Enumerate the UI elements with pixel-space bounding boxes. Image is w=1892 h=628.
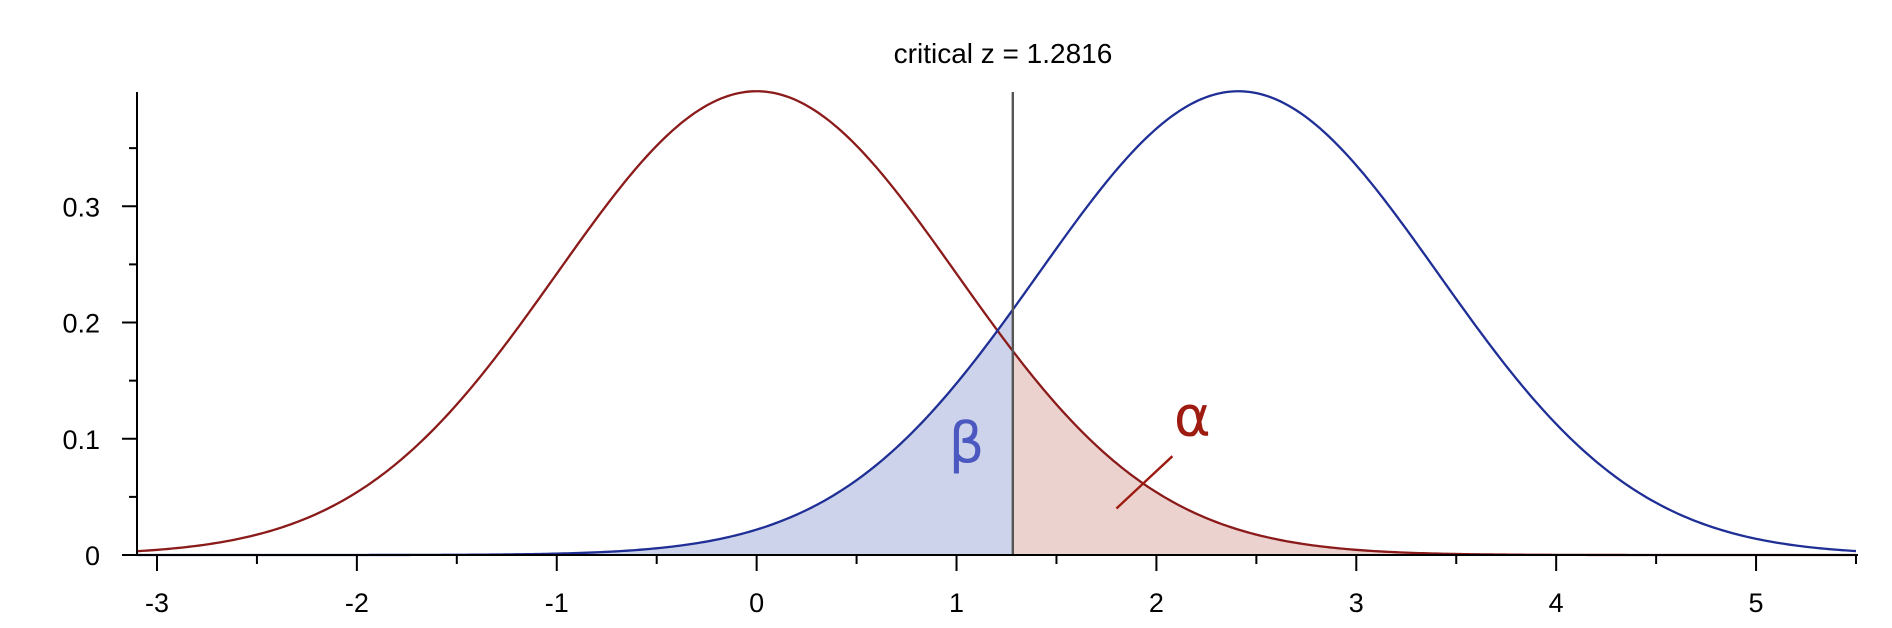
x-tick-labels: -3 -2 -1 0 1 2 3 4 5 (145, 588, 1764, 618)
critical-z-label: critical z = 1.2816 (894, 38, 1113, 69)
x-tick-label: -1 (545, 588, 569, 618)
alpha-label: α (1174, 384, 1211, 449)
beta-label: β (949, 411, 985, 476)
x-tick-label: 0 (749, 588, 764, 618)
x-tick-label: 1 (949, 588, 964, 618)
x-tick-label: 5 (1749, 588, 1764, 618)
y-major-ticks (122, 205, 137, 556)
x-tick-label: 4 (1549, 588, 1564, 618)
beta-shaded-region (137, 309, 1013, 555)
y-tick-label: 0 (85, 541, 100, 571)
x-major-ticks (155, 555, 1758, 571)
y-tick-label: 0.2 (62, 309, 100, 339)
y-tick-labels: 0 0.1 0.2 0.3 (62, 192, 100, 571)
x-tick-label: 2 (1149, 588, 1164, 618)
x-tick-label: -2 (345, 588, 369, 618)
x-tick-label: 3 (1349, 588, 1364, 618)
y-tick-label: 0.1 (62, 425, 100, 455)
y-minor-ticks (129, 147, 137, 498)
alpha-leader-line (1115, 455, 1174, 510)
y-tick-label: 0.3 (62, 192, 100, 222)
x-minor-ticks (255, 555, 1857, 564)
x-tick-label: -3 (145, 588, 169, 618)
beta-region-group (137, 309, 1013, 555)
alpha-shaded-region (1012, 351, 1856, 555)
alpha-region-group (1012, 351, 1856, 555)
